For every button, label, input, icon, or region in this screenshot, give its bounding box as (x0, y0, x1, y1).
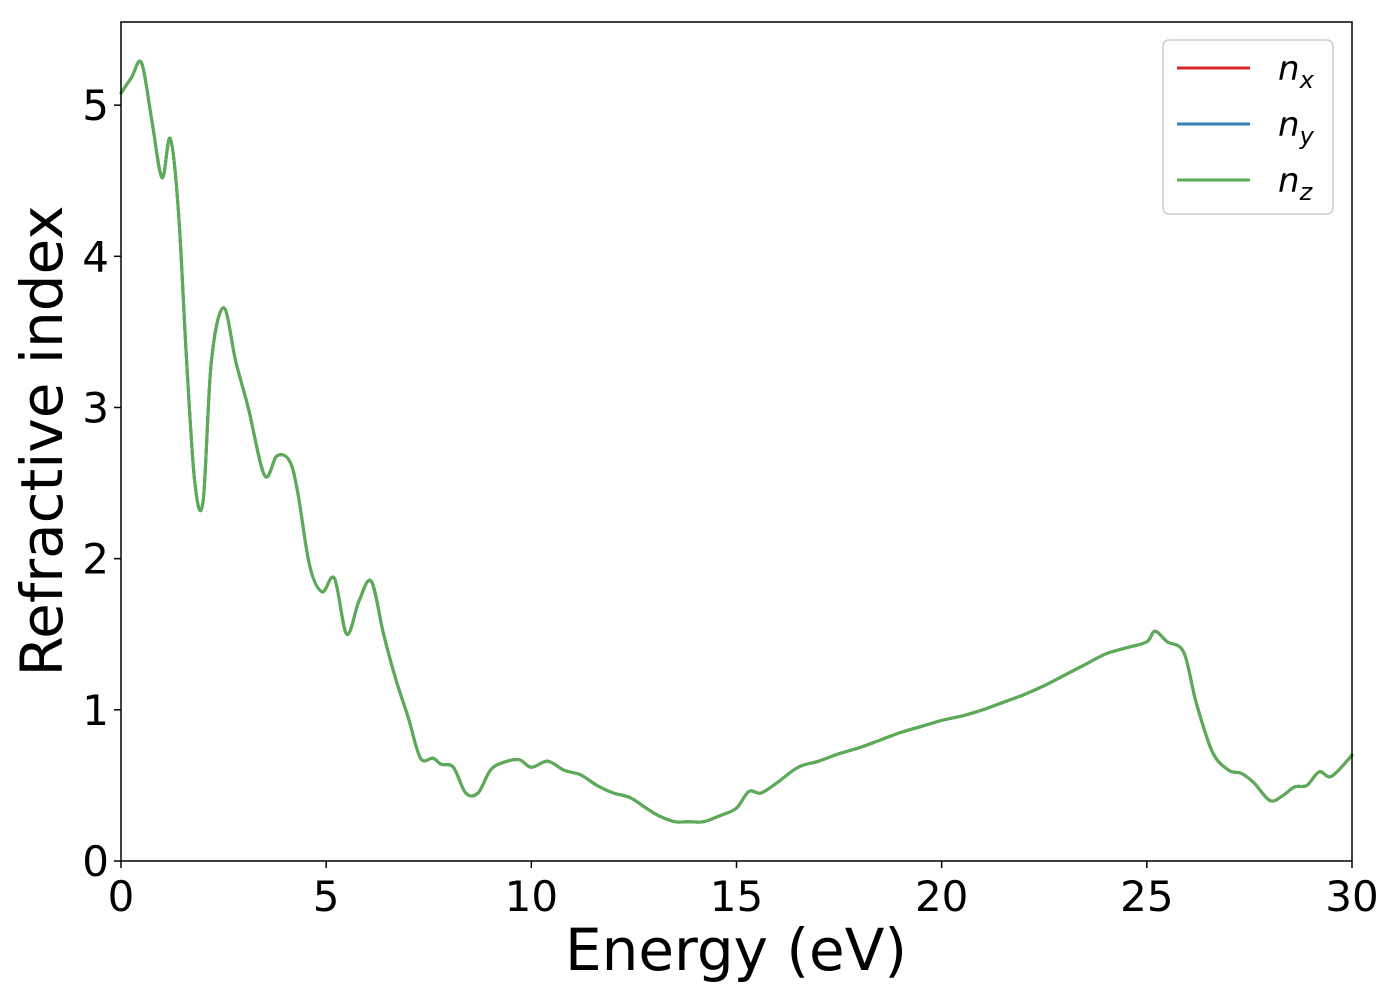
y-tick-label: 5 (82, 81, 109, 130)
series-line-z (119, 59, 1354, 824)
legend-box (1162, 39, 1334, 215)
y-tick-label: 2 (82, 535, 109, 584)
x-tick-label: 20 (915, 872, 968, 921)
x-axis-label: Energy (eV) (565, 916, 907, 984)
x-tick-label: 10 (505, 872, 558, 921)
y-tick-label: 4 (82, 232, 109, 281)
legend: nx ny nz (1162, 39, 1334, 215)
x-tick-label: 25 (1120, 872, 1173, 921)
x-tick-label: 15 (710, 872, 763, 921)
x-tick-label: 5 (313, 872, 340, 921)
legend-label-z: nz (1278, 161, 1314, 206)
legend-label-x: nx (1278, 49, 1315, 94)
ticks-layer: 0 5 10 15 20 25 30 0 1 2 3 4 5 (82, 81, 1378, 921)
legend-entries: nx ny nz (1177, 49, 1315, 206)
y-tick-label: 0 (82, 837, 109, 886)
y-tick-label: 3 (82, 383, 109, 432)
series-layer (119, 59, 1354, 824)
y-axis-label: Refractive index (8, 205, 76, 676)
y-tick-label: 1 (82, 686, 109, 735)
legend-label-y: ny (1278, 105, 1315, 150)
x-tick-label: 0 (108, 872, 135, 921)
x-tick-label: 30 (1325, 872, 1378, 921)
